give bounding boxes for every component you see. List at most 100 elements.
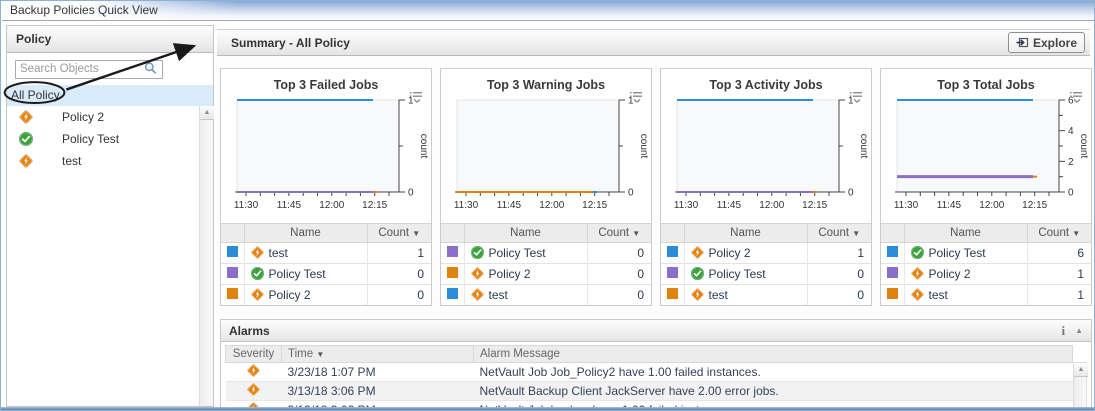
policy-name: Policy 2 [488,267,531,281]
chart-card-top-3-warning-jobs: Top 3 Warning Jobs 11:30 11:45 12:00 12:15 0 1… [440,68,652,306]
sidebar-item-all-policy[interactable]: All Policy [7,85,213,106]
explore-icon [1016,37,1029,48]
count-col-header[interactable]: Count ▼ [587,222,651,243]
alarms-scrollbar[interactable]: ▲ [1073,362,1088,410]
svg-text:12:15: 12:15 [582,200,607,211]
alarm-severity [225,362,282,382]
table-row[interactable]: Policy 2 1 [661,241,871,263]
warning-status-icon [247,364,260,377]
collapse-icon[interactable]: ▲ [1075,326,1083,335]
series-swatch [226,287,238,299]
svg-text:11:45: 11:45 [277,200,302,211]
count-col-header[interactable]: Count ▼ [1027,222,1091,243]
sidebar-item-policy-2[interactable]: Policy 2 [7,106,213,128]
name-col-header[interactable]: Name [464,222,588,243]
svg-text:0: 0 [1068,188,1074,199]
top3-table: Name Count ▼ Policy Test 0 Policy 2 0 test 0 [441,222,651,305]
policy-name: test [928,288,948,303]
policy-name: test [708,288,728,303]
chart-title: Top 3 Total Jobs [937,78,1035,92]
table-row[interactable]: Policy 2 0 [221,283,431,305]
ok-status-icon [910,245,924,260]
policy-count: 1 [1027,262,1091,284]
summary-view: Summary - All Policy Explore Top 3 Faile… [217,25,1092,410]
alarm-time: 3/13/18 3:06 PM [281,400,474,410]
alarm-row[interactable]: 3/23/18 1:07 PM NetVault Job Job_Policy2 … [225,362,1073,382]
explore-button[interactable]: Explore [1007,32,1085,53]
chart-options-icon[interactable] [849,91,863,109]
table-row[interactable]: Policy Test 0 [441,241,651,263]
series-swatch [226,245,238,257]
warning-status-icon [470,267,484,280]
svg-text:count: count [418,134,429,159]
chart-options-icon[interactable] [409,91,423,109]
chart-options-icon[interactable] [1069,91,1083,109]
name-col-header[interactable]: Name [684,222,808,243]
alarms-col-time[interactable]: Time ▼ [281,345,474,363]
warning-status-icon [470,288,484,302]
svg-text:11:45: 11:45 [497,200,522,211]
policy-count: 1 [367,241,431,263]
count-col-header[interactable]: Count ▼ [807,222,871,243]
table-row[interactable]: Policy 2 1 [881,262,1091,284]
policy-count: 0 [367,283,431,305]
alarms-col-severity[interactable]: Severity [225,345,282,363]
scroll-up-icon[interactable]: ▲ [200,106,214,120]
search-input[interactable] [15,59,163,79]
warning-status-icon [19,154,33,168]
alarm-severity [225,381,282,401]
summary-title: Summary - All Policy [231,35,350,50]
svg-text:count: count [638,134,649,159]
table-row[interactable]: test 0 [441,283,651,305]
policy-name: Policy 2 [268,288,311,303]
svg-text:count: count [858,134,869,159]
table-row[interactable]: test 0 [661,283,871,305]
alarms-title: Alarms [229,323,270,338]
swatch-col-header [221,222,245,243]
summary-header: Summary - All Policy Explore [217,29,1090,56]
table-row[interactable]: test 1 [221,241,431,263]
search-icon[interactable] [143,61,158,81]
svg-text:12:00: 12:00 [979,200,1004,211]
chart-card-top-3-failed-jobs: Top 3 Failed Jobs 11:30 11:45 12:00 12:15 0 1 c… [220,68,432,306]
alarms-col-message[interactable]: Alarm Message [473,345,1073,363]
svg-text:1: 1 [848,96,854,107]
svg-text:11:30: 11:30 [674,200,699,211]
table-row[interactable]: Policy 2 0 [441,262,651,284]
chart-plot: 11:30 11:45 12:00 12:15 0 1 count [234,96,429,212]
svg-text:12:15: 12:15 [802,200,827,211]
chart-options-icon[interactable] [629,91,643,109]
table-row[interactable]: Policy Test 0 [661,262,871,284]
policy-count: 0 [587,262,651,284]
table-row[interactable]: Policy Test 6 [881,241,1091,263]
svg-text:11:45: 11:45 [937,200,962,211]
svg-text:12:00: 12:00 [759,200,784,211]
sidebar-item-policy-test[interactable]: Policy Test [7,128,213,150]
count-col-header[interactable]: Count ▼ [367,222,431,243]
policy-name: Policy Test [708,267,766,281]
table-row[interactable]: test 1 [881,283,1091,305]
alarms-panel: Alarms i ▲ Severity Time ▼ Alarm Message [220,319,1092,410]
series-swatch [886,266,898,278]
policy-count: 0 [367,262,431,284]
sort-desc-icon: ▼ [632,228,641,238]
policy-count: 1 [1027,283,1091,305]
policy-name: test [488,288,508,303]
policy-name: Policy Test [928,246,986,260]
name-col-header[interactable]: Name [244,222,368,243]
svg-text:11:30: 11:30 [894,200,919,211]
policy-scrollbar[interactable]: ▲ [199,106,214,406]
ok-status-icon [18,131,34,147]
name-col-header[interactable]: Name [904,222,1028,243]
info-icon[interactable]: i [1061,322,1066,338]
table-row[interactable]: Policy Test 0 [221,262,431,284]
scroll-up-icon[interactable]: ▲ [1074,363,1088,377]
chart-plot: 11:30 11:45 12:00 12:15 0 1 count [674,96,869,212]
svg-text:11:30: 11:30 [234,200,259,211]
alarm-row[interactable]: 3/13/18 3:06 PM NetVault Backup Client Ja… [225,381,1073,401]
policy-count: 0 [807,262,871,284]
chart-card-top-3-total-jobs: Top 3 Total Jobs 11:30 11:45 12:00 12:15 0 2 4 6… [880,68,1092,306]
sidebar-item-test[interactable]: test [7,150,213,172]
sidebar-item-label: Policy 2 [62,110,105,124]
